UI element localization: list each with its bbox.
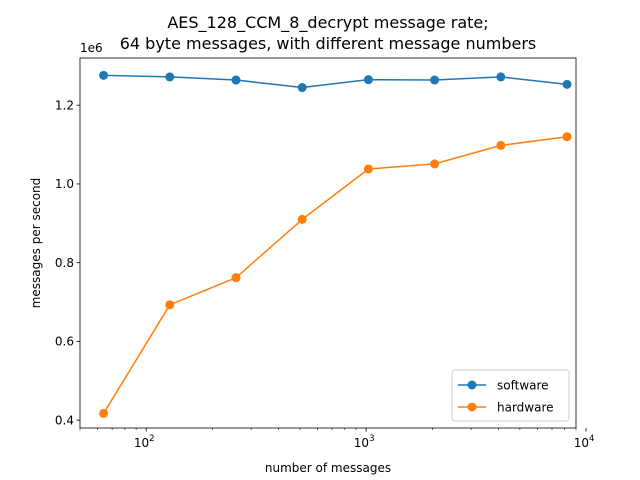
x-tick-label-2: 104 xyxy=(574,434,595,450)
y-tick-label-1: 0.6 xyxy=(55,335,74,349)
series-line-software xyxy=(103,74,568,89)
chart-title-line-1: AES_128_CCM_8_decrypt message rate; xyxy=(167,13,488,33)
chart-title-line-2: 64 byte messages, with different message… xyxy=(120,34,537,53)
series-line-hardware xyxy=(102,135,568,414)
legend-box xyxy=(451,369,570,422)
data-point-software-5 xyxy=(430,75,440,85)
plot-frame xyxy=(79,57,577,429)
data-point-software-4 xyxy=(363,75,373,85)
legend: software hardware xyxy=(451,369,570,422)
data-point-hardware-2 xyxy=(231,273,241,283)
y-tick-label-2: 0.8 xyxy=(55,256,74,270)
legend-label-software: software xyxy=(497,379,549,393)
x-tick-label-1: 103 xyxy=(354,434,375,450)
legend-marker-software xyxy=(467,380,477,390)
data-point-hardware-7 xyxy=(562,132,572,142)
data-point-software-3 xyxy=(297,83,307,93)
data-point-hardware-3 xyxy=(297,214,307,224)
y-tick-label-4: 1.2 xyxy=(55,98,74,112)
data-point-software-1 xyxy=(165,72,175,82)
x-axis-label: number of messages xyxy=(265,461,391,475)
x-tick-label-0: 102 xyxy=(134,434,155,450)
data-point-software-2 xyxy=(231,75,241,85)
data-point-hardware-5 xyxy=(430,159,440,169)
legend-marker-hardware xyxy=(467,402,477,412)
plot-area: 102 103 104 0.4 0.6 0.8 1.0 1.2 xyxy=(55,70,595,450)
data-point-hardware-6 xyxy=(496,140,506,150)
y-tick-label-0: 0.4 xyxy=(55,413,74,427)
data-point-software-7 xyxy=(562,79,572,89)
y-tick-label-3: 1.0 xyxy=(55,177,74,191)
y-axis-label: messages per second xyxy=(29,178,43,309)
data-point-hardware-1 xyxy=(165,300,175,310)
data-point-software-6 xyxy=(496,72,506,82)
data-point-hardware-0 xyxy=(99,408,109,418)
y-offset-label: 1e6 xyxy=(80,41,103,55)
legend-label-hardware: hardware xyxy=(497,401,554,415)
data-point-software-0 xyxy=(99,70,109,80)
data-point-hardware-4 xyxy=(363,164,373,174)
